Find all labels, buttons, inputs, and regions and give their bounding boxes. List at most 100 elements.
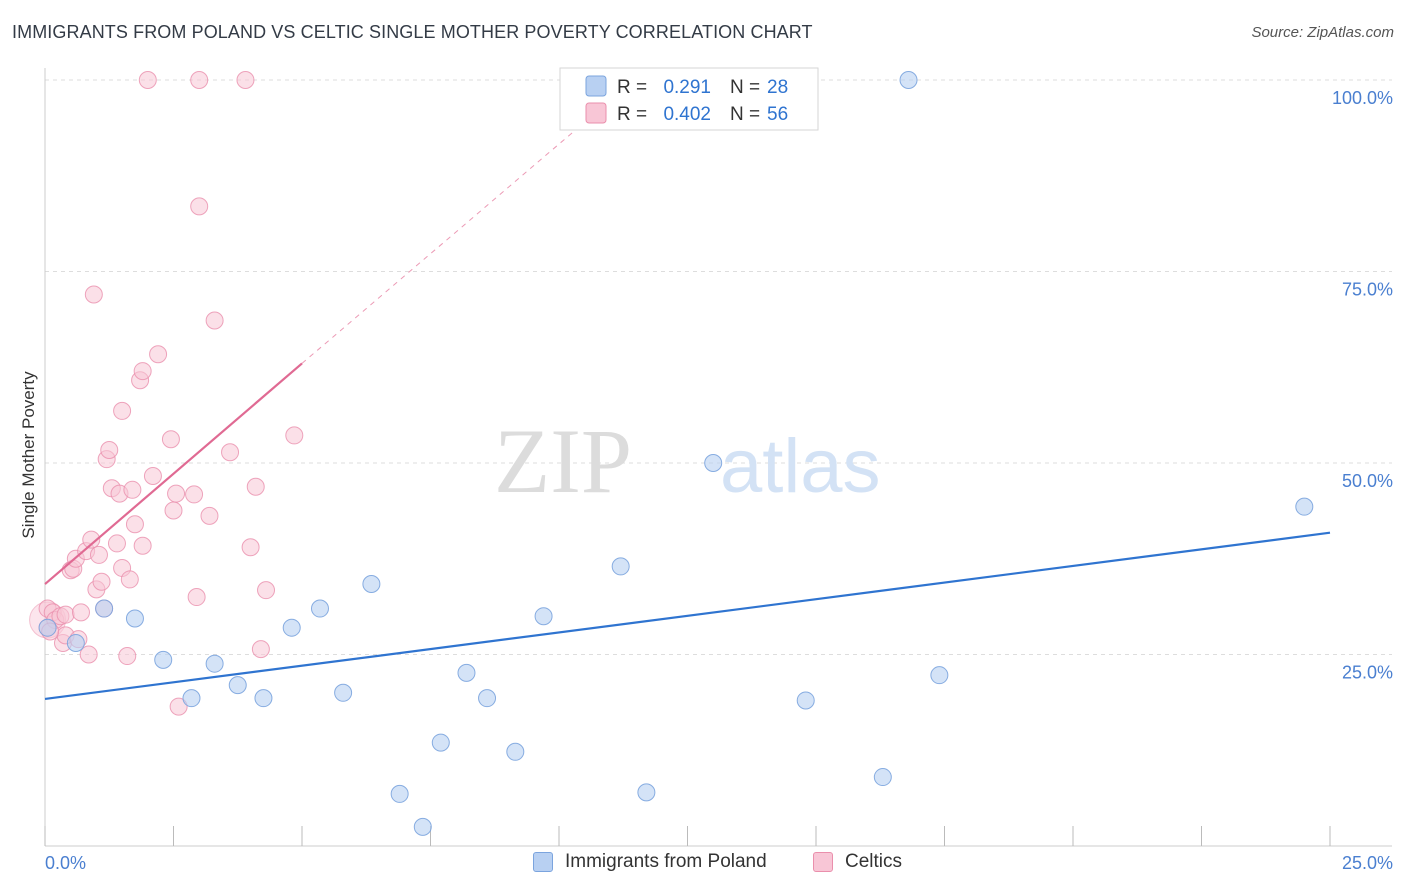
source-label: Source: ZipAtlas.com bbox=[1251, 24, 1394, 41]
point-poland-22 bbox=[704, 454, 723, 472]
point-celtics-51 bbox=[246, 477, 265, 496]
point-poland-16 bbox=[457, 663, 476, 682]
point-poland-26 bbox=[930, 666, 949, 685]
trendline-celtics-extension bbox=[301, 121, 586, 364]
point-poland-18 bbox=[506, 742, 525, 761]
legend-n-value-2: 56 bbox=[767, 104, 788, 125]
point-poland-7 bbox=[228, 676, 247, 695]
watermark-atlas: atlas bbox=[720, 424, 881, 509]
point-celtics-29 bbox=[120, 570, 139, 589]
y-tick-label-50: 50.0% bbox=[1342, 471, 1393, 491]
legend-swatch-blue bbox=[585, 75, 607, 97]
point-poland-21 bbox=[637, 783, 656, 802]
point-poland-13 bbox=[390, 784, 409, 803]
legend-swatch-celtics bbox=[813, 852, 833, 872]
point-poland-2 bbox=[95, 599, 114, 618]
legend-label-celtics: Celtics bbox=[845, 851, 903, 872]
point-celtics-38 bbox=[161, 430, 180, 449]
trendline-poland bbox=[44, 531, 1331, 701]
point-celtics-12 bbox=[71, 603, 90, 622]
legend-n-label-1: N = bbox=[730, 77, 760, 98]
point-celtics-54 bbox=[285, 426, 304, 445]
legend-r-value-1: 0.291 bbox=[663, 77, 711, 98]
point-celtics-24 bbox=[107, 534, 126, 553]
x-tick-label-min: 0.0% bbox=[45, 853, 86, 873]
x-tick-labels: 0.0% 25.0% bbox=[45, 853, 1393, 873]
trendline-celtics bbox=[44, 362, 303, 585]
point-celtics-49 bbox=[236, 71, 255, 89]
legend-n-label-2: N = bbox=[730, 104, 760, 125]
point-celtics-34 bbox=[133, 536, 152, 555]
y-tick-label-75: 75.0% bbox=[1342, 280, 1393, 300]
legend-r-label-1: R = bbox=[617, 77, 647, 98]
legend-r-label-2: R = bbox=[617, 104, 647, 125]
point-celtics-46 bbox=[200, 506, 219, 525]
point-celtics-27 bbox=[113, 401, 132, 420]
point-poland-15 bbox=[431, 733, 450, 752]
point-poland-23 bbox=[796, 691, 815, 710]
y-tick-label-25: 25.0% bbox=[1342, 663, 1393, 683]
point-celtics-52 bbox=[251, 640, 270, 659]
point-celtics-53 bbox=[257, 581, 276, 600]
point-celtics-35 bbox=[138, 71, 157, 89]
point-celtics-48 bbox=[221, 443, 240, 462]
gridlines bbox=[45, 79, 1392, 655]
point-celtics-40 bbox=[167, 484, 186, 503]
legend-item-celtics: Celtics bbox=[813, 851, 902, 873]
point-celtics-19 bbox=[92, 572, 111, 591]
point-celtics-30 bbox=[123, 480, 142, 499]
point-celtics-43 bbox=[187, 588, 206, 607]
point-celtics-6 bbox=[56, 605, 75, 624]
point-poland-4 bbox=[154, 650, 173, 669]
legend-r-value-2: 0.402 bbox=[663, 104, 711, 125]
point-celtics-45 bbox=[190, 71, 209, 89]
point-celtics-37 bbox=[149, 345, 168, 364]
y-tick-labels: 25.0% 50.0% 75.0% 100.0% bbox=[1332, 88, 1393, 683]
point-poland-20 bbox=[611, 557, 630, 576]
point-celtics-18 bbox=[89, 545, 108, 564]
point-poland-10 bbox=[310, 599, 329, 618]
point-celtics-28 bbox=[118, 647, 137, 666]
point-celtics-50 bbox=[241, 538, 260, 557]
point-poland-5 bbox=[182, 689, 201, 708]
point-poland-24 bbox=[873, 768, 892, 787]
point-celtics-44 bbox=[190, 197, 209, 216]
point-celtics-31 bbox=[125, 515, 144, 534]
point-celtics-33 bbox=[133, 362, 152, 381]
point-celtics-22 bbox=[100, 440, 119, 459]
point-celtics-39 bbox=[164, 501, 183, 520]
trend-lines bbox=[44, 121, 1331, 701]
stats-legend: R = 0.291 N = 28 R = 0.402 N = 56 bbox=[559, 67, 819, 131]
point-celtics-47 bbox=[205, 311, 224, 330]
point-poland-1 bbox=[66, 634, 85, 653]
point-poland-14 bbox=[413, 817, 432, 836]
legend-swatch-pink bbox=[585, 102, 607, 124]
series-legend: Immigrants from Poland Celtics bbox=[0, 851, 1406, 879]
point-poland-12 bbox=[362, 575, 381, 594]
legend-swatch-poland bbox=[533, 852, 553, 872]
y-tick-label-100: 100.0% bbox=[1332, 88, 1393, 108]
data-points bbox=[29, 71, 1314, 836]
point-poland-8 bbox=[254, 689, 273, 708]
point-celtics-36 bbox=[143, 467, 162, 486]
point-poland-19 bbox=[534, 607, 553, 626]
point-poland-25 bbox=[899, 71, 918, 89]
point-poland-9 bbox=[282, 618, 301, 637]
point-poland-3 bbox=[125, 609, 144, 628]
point-poland-11 bbox=[334, 683, 353, 702]
point-celtics-16 bbox=[84, 285, 103, 304]
legend-n-value-1: 28 bbox=[767, 77, 788, 98]
watermark: ZIP atlas bbox=[494, 410, 881, 512]
point-poland-17 bbox=[478, 689, 497, 708]
point-celtics-15 bbox=[82, 530, 101, 549]
watermark-zip: ZIP bbox=[494, 410, 632, 512]
chart-title: IMMIGRANTS FROM POLAND VS CELTIC SINGLE … bbox=[12, 22, 813, 42]
point-celtics-42 bbox=[185, 485, 204, 504]
point-poland-0 bbox=[38, 618, 57, 637]
legend-item-poland: Immigrants from Poland bbox=[533, 851, 767, 873]
point-celtics-41 bbox=[169, 697, 188, 716]
point-poland-27 bbox=[1295, 497, 1314, 516]
x-tick-label-max: 25.0% bbox=[1342, 853, 1393, 873]
point-celtics-14 bbox=[79, 645, 98, 664]
